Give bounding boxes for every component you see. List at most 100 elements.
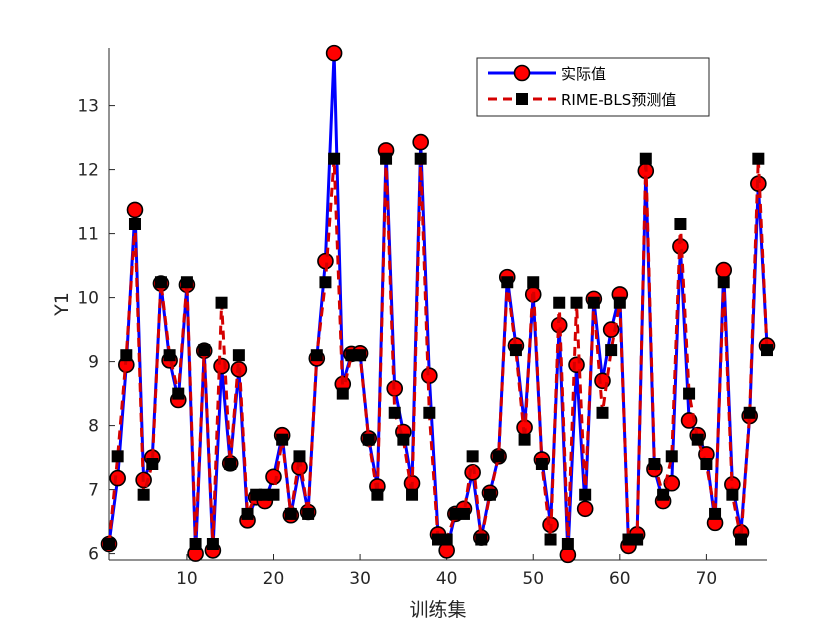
x-tick-label: 20	[263, 569, 285, 589]
data-point-predicted	[605, 344, 618, 357]
x-tick-label: 70	[696, 569, 718, 589]
data-point-predicted	[293, 450, 306, 463]
y-tick-label: 7	[88, 481, 99, 501]
legend-marker-predicted	[516, 93, 528, 105]
data-point-predicted	[128, 218, 141, 230]
data-point-actual	[325, 44, 343, 62]
data-point-predicted	[483, 488, 496, 501]
data-point-predicted	[466, 450, 479, 463]
data-point-predicted	[397, 433, 410, 446]
data-point-predicted	[440, 533, 453, 546]
data-point-predicted	[206, 538, 219, 550]
data-point-predicted	[657, 488, 670, 501]
data-point-predicted	[492, 450, 505, 463]
legend-label-actual: 实际值	[561, 65, 606, 83]
data-point-actual	[412, 133, 429, 151]
data-point-predicted	[189, 538, 202, 550]
data-point-predicted	[232, 349, 245, 362]
data-point-predicted	[146, 458, 159, 470]
data-point-predicted	[518, 433, 531, 446]
data-point-predicted	[137, 488, 150, 501]
data-point-predicted	[570, 296, 583, 309]
data-point-predicted	[406, 488, 419, 501]
data-point-predicted	[284, 507, 297, 520]
y-tick-label: 11	[77, 225, 99, 245]
data-point-predicted	[553, 296, 566, 309]
data-point-predicted	[336, 387, 349, 400]
data-point-predicted	[700, 458, 713, 470]
legend: 实际值 RIME-BLS预测值	[476, 57, 710, 117]
data-point-predicted	[414, 152, 427, 165]
data-point-predicted	[362, 433, 375, 446]
data-point-predicted	[310, 349, 323, 362]
data-point-actual	[109, 469, 126, 487]
data-point-predicted	[743, 406, 756, 419]
y-tick-label: 12	[77, 161, 99, 181]
data-point-predicted	[561, 538, 574, 550]
data-point-predicted	[354, 349, 367, 362]
y-tick-label: 6	[88, 545, 99, 565]
series-layer	[100, 44, 776, 564]
data-point-predicted	[735, 533, 748, 546]
data-point-predicted	[328, 152, 341, 165]
data-point-predicted	[172, 387, 185, 400]
data-point-predicted	[579, 488, 592, 501]
data-point-actual	[568, 356, 585, 374]
legend-marker-actual	[513, 64, 531, 82]
data-point-actual	[126, 201, 144, 219]
y-tick-label: 10	[77, 289, 99, 309]
data-point-predicted	[665, 450, 678, 463]
data-point-predicted	[241, 507, 254, 520]
data-point-predicted	[371, 488, 384, 501]
x-tick-label: 30	[349, 569, 371, 589]
data-point-predicted	[691, 433, 704, 446]
data-point-predicted	[544, 533, 557, 546]
x-axis-label: 训练集	[409, 599, 466, 621]
data-point-predicted	[163, 349, 176, 362]
data-point-predicted	[527, 276, 540, 289]
data-point-predicted	[535, 458, 548, 470]
x-tick-label: 60	[609, 569, 631, 589]
axes-lines	[108, 48, 767, 561]
data-point-predicted	[319, 276, 332, 289]
data-point-predicted	[648, 458, 661, 470]
legend-label-predicted: RIME-BLS预测值	[561, 91, 676, 109]
data-point-predicted	[683, 387, 696, 400]
data-point-predicted	[631, 533, 644, 546]
data-point-predicted	[709, 507, 722, 520]
data-point-predicted	[198, 344, 211, 357]
data-point-actual	[576, 500, 594, 518]
data-point-predicted	[423, 406, 436, 419]
data-point-predicted	[596, 406, 609, 419]
data-point-predicted	[302, 507, 315, 520]
data-point-predicted	[276, 433, 289, 446]
data-point-predicted	[224, 458, 237, 470]
data-point-actual	[213, 357, 230, 375]
data-point-predicted	[717, 276, 730, 289]
data-point-predicted	[509, 344, 522, 357]
data-point-predicted	[154, 276, 167, 289]
data-point-predicted	[501, 276, 514, 289]
data-point-predicted	[380, 152, 393, 165]
data-point-predicted	[180, 276, 193, 289]
data-point-predicted	[475, 533, 488, 546]
data-point-predicted	[639, 152, 652, 165]
data-point-predicted	[111, 450, 124, 463]
data-point-predicted	[215, 296, 228, 309]
x-axis: 10 20 30 40 50 60 70	[176, 554, 717, 589]
y-tick-label: 8	[88, 417, 99, 437]
data-point-actual	[265, 468, 282, 486]
y-tick-label: 9	[88, 353, 99, 373]
data-point-predicted	[752, 152, 765, 165]
data-point-predicted	[761, 344, 773, 357]
data-point-actual	[715, 261, 733, 279]
data-point-predicted	[103, 538, 115, 550]
data-point-predicted	[674, 218, 687, 230]
data-point-predicted	[120, 349, 133, 362]
data-point-predicted	[587, 296, 600, 309]
x-tick-label: 40	[436, 569, 458, 589]
data-point-predicted	[267, 488, 280, 501]
data-point-predicted	[726, 488, 739, 501]
data-point-predicted	[613, 296, 626, 309]
